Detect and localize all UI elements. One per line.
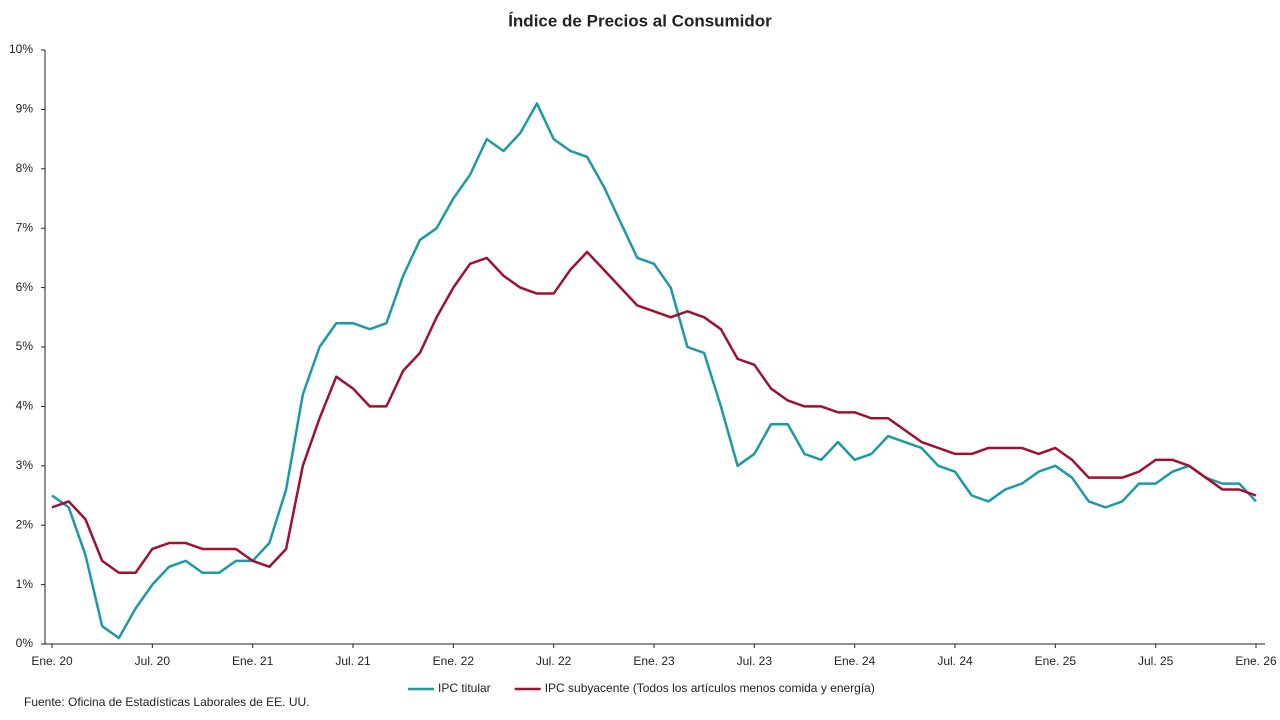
y-tick-label: 3% (16, 458, 34, 472)
y-tick-label: 9% (16, 102, 34, 116)
line-series (51, 102, 1257, 640)
x-tick-label: Ene. 21 (232, 654, 274, 668)
line-series (51, 250, 1257, 574)
x-tick-label: Ene. 20 (31, 654, 73, 668)
y-tick-label: 7% (16, 220, 34, 234)
x-tick-label: Jul. 21 (335, 654, 371, 668)
source-note: Fuente: Oficina de Estadísticas Laborale… (24, 695, 309, 709)
y-tick-label: 0% (16, 636, 34, 650)
y-tick-label: 10% (9, 42, 33, 56)
x-tick-label: Ene. 25 (1035, 654, 1077, 668)
x-tick-label: Ene. 26 (1235, 654, 1277, 668)
y-tick-label: 4% (16, 399, 34, 413)
y-tick-label: 1% (16, 577, 34, 591)
x-tick-label: Ene. 23 (633, 654, 675, 668)
y-tick-label: 8% (16, 161, 34, 175)
chart-title: Índice de Precios al Consumidor (508, 11, 772, 30)
x-tick-label: Jul. 22 (536, 654, 572, 668)
x-tick-label: Ene. 22 (433, 654, 475, 668)
y-tick-label: 2% (16, 517, 34, 531)
x-tick-label: Jul. 25 (1138, 654, 1174, 668)
y-tick-label: 5% (16, 339, 34, 353)
x-tick-label: Jul. 24 (937, 654, 973, 668)
x-tick-label: Jul. 23 (737, 654, 773, 668)
x-tick-label: Jul. 20 (135, 654, 171, 668)
legend-label: IPC subyacente (Todos los artículos meno… (545, 681, 875, 695)
legend-label: IPC titular (438, 681, 491, 695)
y-tick-label: 6% (16, 280, 34, 294)
x-tick-label: Ene. 24 (834, 654, 876, 668)
